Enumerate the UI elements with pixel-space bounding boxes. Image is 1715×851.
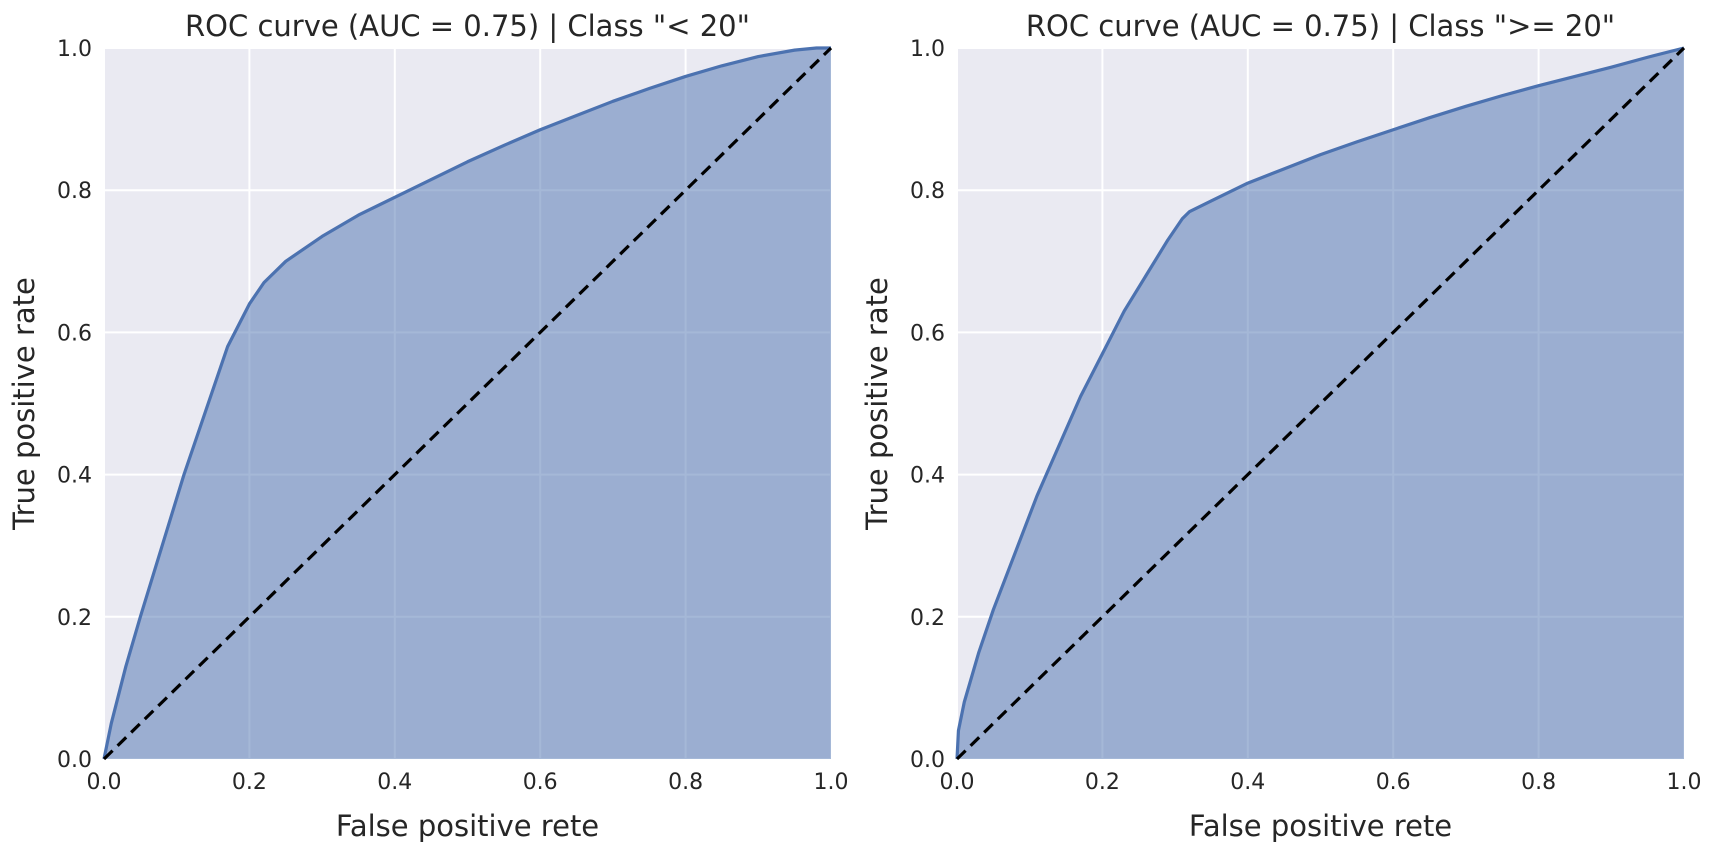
y-tick-label: 0.0 xyxy=(57,748,92,773)
x-tick-label: 0.4 xyxy=(377,770,412,795)
roc-panel-lt-20: 0.0 0.2 0.4 0.6 0.8 1.0 0.0 0.2 0.4 0.6 0.8 1.0 ROC … xyxy=(7,9,849,843)
x-tick-label: 1.0 xyxy=(814,770,849,795)
y-tick-label: 0.2 xyxy=(910,606,945,631)
y-tick-label: 0.6 xyxy=(910,321,945,346)
y-axis-label: True positive rate xyxy=(860,277,894,531)
roc-curve-line xyxy=(955,46,1685,760)
x-tick-label: 1.0 xyxy=(1667,770,1702,795)
y-tick-label: 1.0 xyxy=(57,37,92,62)
x-axis-label: False positive rete xyxy=(1189,809,1452,843)
x-tick-label: 0.2 xyxy=(232,770,267,795)
y-tick-label: 1.0 xyxy=(910,37,945,62)
chance-diagonal-line xyxy=(955,46,1686,761)
x-tick-label: 0.0 xyxy=(940,770,975,795)
y-tick-label: 0.6 xyxy=(57,321,92,346)
y-tick-label: 0.8 xyxy=(910,179,945,204)
x-tick-label: 0.4 xyxy=(1230,770,1265,795)
y-tick-label: 0.4 xyxy=(57,464,92,489)
y-tick-label: 0.8 xyxy=(57,179,92,204)
chart-title: ROC curve (AUC = 0.75) | Class ">= 20" xyxy=(1026,9,1615,43)
y-axis-label: True positive rate xyxy=(7,277,41,531)
x-tick-label: 0.8 xyxy=(1521,770,1556,795)
x-tick-label: 0.6 xyxy=(523,770,558,795)
x-tick-label: 0.8 xyxy=(668,770,703,795)
x-tick-label: 0.6 xyxy=(1376,770,1411,795)
x-tick-label: 0.0 xyxy=(87,770,122,795)
chance-diagonal-line xyxy=(102,46,833,761)
y-tick-label: 0.2 xyxy=(57,606,92,631)
y-tick-label: 0.0 xyxy=(910,748,945,773)
roc-panel-ge-20: 0.0 0.2 0.4 0.6 0.8 1.0 0.0 0.2 0.4 0.6 0.8 1.0 ROC … xyxy=(860,9,1702,843)
chart-title: ROC curve (AUC = 0.75) | Class "< 20" xyxy=(185,9,750,43)
x-axis-label: False positive rete xyxy=(336,809,599,843)
roc-curve-line xyxy=(102,46,831,760)
x-tick-label: 0.2 xyxy=(1085,770,1120,795)
y-tick-label: 0.4 xyxy=(910,464,945,489)
